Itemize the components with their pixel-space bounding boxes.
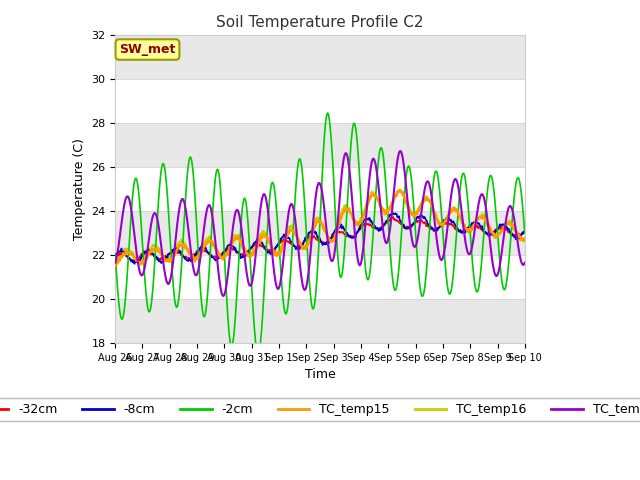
TC_temp15 <box>396 188 404 193</box>
Title: Soil Temperature Profile C2: Soil Temperature Profile C2 <box>216 15 424 30</box>
Line: -32cm: -32cm <box>115 217 525 262</box>
TC_temp17 <box>369 156 377 162</box>
-8cm <box>111 252 119 258</box>
Line: TC_temp15: TC_temp15 <box>115 191 525 266</box>
TC_temp16 <box>202 236 210 241</box>
-32cm <box>161 253 169 259</box>
TC_temp17 <box>119 212 127 218</box>
-8cm <box>161 257 169 263</box>
TC_temp15 <box>369 192 376 198</box>
TC_temp17 <box>111 260 119 265</box>
-32cm <box>369 225 377 230</box>
-32cm <box>381 221 389 227</box>
TC_temp16 <box>111 261 119 267</box>
Bar <box>115 36 525 79</box>
Line: TC_temp17: TC_temp17 <box>115 151 525 296</box>
-32cm <box>119 252 127 258</box>
-2cm <box>370 220 378 226</box>
TC_temp17 <box>161 270 168 276</box>
-2cm <box>382 181 390 187</box>
-2cm <box>254 351 262 357</box>
Bar <box>115 299 525 343</box>
TC_temp17 <box>521 260 529 265</box>
TC_temp16 <box>369 190 376 196</box>
Bar <box>115 123 525 167</box>
TC_temp16 <box>381 212 388 217</box>
TC_temp15 <box>119 253 127 259</box>
Line: TC_temp16: TC_temp16 <box>115 190 525 264</box>
TC_temp15 <box>111 263 119 269</box>
-8cm <box>521 229 529 235</box>
Line: -8cm: -8cm <box>115 213 525 264</box>
TC_temp16 <box>521 238 529 243</box>
Line: -2cm: -2cm <box>115 113 525 354</box>
Bar <box>115 79 525 123</box>
-8cm <box>369 222 377 228</box>
Bar <box>115 255 525 299</box>
-32cm <box>203 250 211 255</box>
TC_temp16 <box>161 255 168 261</box>
Legend: -32cm, -8cm, -2cm, TC_temp15, TC_temp16, TC_temp17: -32cm, -8cm, -2cm, TC_temp15, TC_temp16,… <box>0 398 640 421</box>
-2cm <box>202 304 210 310</box>
Bar <box>115 211 525 255</box>
TC_temp17 <box>202 210 210 216</box>
-2cm <box>119 315 127 321</box>
TC_temp15 <box>224 252 232 258</box>
-32cm <box>111 253 119 259</box>
-2cm <box>324 110 332 116</box>
X-axis label: Time: Time <box>305 368 335 381</box>
-32cm <box>225 246 232 252</box>
TC_temp16 <box>224 247 232 252</box>
-2cm <box>224 316 232 322</box>
TC_temp17 <box>381 239 389 244</box>
-2cm <box>161 166 168 171</box>
Bar <box>115 167 525 211</box>
-8cm <box>119 249 127 255</box>
-32cm <box>521 228 529 234</box>
TC_temp15 <box>202 241 210 247</box>
Text: SW_met: SW_met <box>119 43 175 56</box>
TC_temp17 <box>396 148 404 154</box>
TC_temp16 <box>397 187 404 192</box>
TC_temp15 <box>381 208 388 214</box>
Y-axis label: Temperature (C): Temperature (C) <box>73 138 86 240</box>
-8cm <box>381 220 389 226</box>
-8cm <box>389 210 397 216</box>
TC_temp15 <box>521 236 529 241</box>
-2cm <box>521 230 529 236</box>
-8cm <box>225 242 232 248</box>
-8cm <box>131 261 138 267</box>
TC_temp16 <box>119 250 127 255</box>
TC_temp17 <box>225 265 232 271</box>
TC_temp17 <box>220 293 227 299</box>
-8cm <box>203 248 211 254</box>
TC_temp15 <box>161 258 168 264</box>
-32cm <box>389 214 397 220</box>
-32cm <box>129 259 137 264</box>
-2cm <box>111 252 119 258</box>
